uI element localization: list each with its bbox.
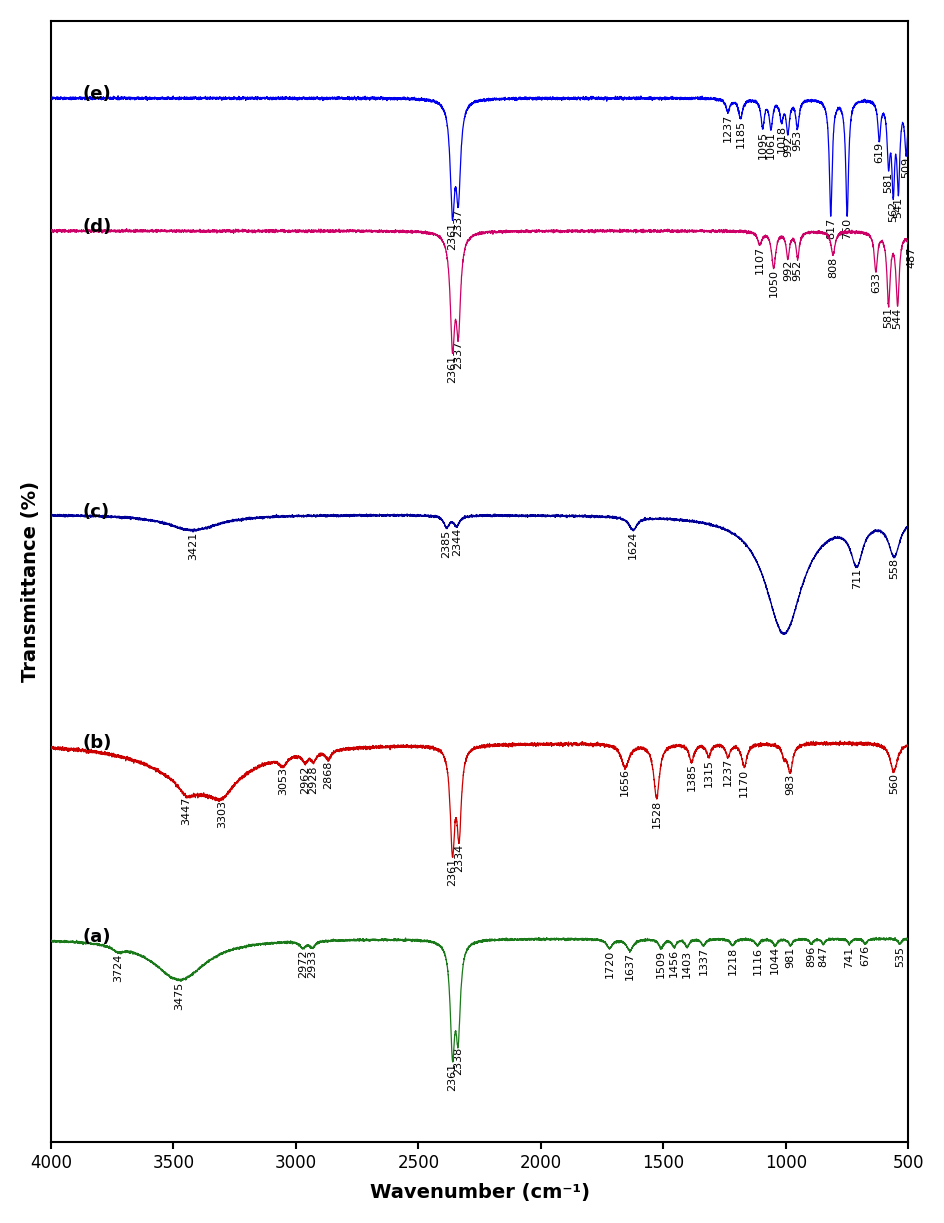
Text: 1237: 1237 xyxy=(722,114,733,142)
Text: (d): (d) xyxy=(83,218,112,236)
Text: (e): (e) xyxy=(83,86,111,103)
Text: 2338: 2338 xyxy=(452,1047,463,1075)
Text: 992: 992 xyxy=(782,136,792,157)
Text: 2972: 2972 xyxy=(297,950,308,978)
Text: 992: 992 xyxy=(782,259,792,281)
Text: 2385: 2385 xyxy=(441,530,451,558)
Text: 896: 896 xyxy=(805,945,816,966)
Text: 1456: 1456 xyxy=(668,949,679,977)
Text: 2361: 2361 xyxy=(447,857,457,885)
Text: 1720: 1720 xyxy=(604,950,614,978)
Text: 750: 750 xyxy=(841,218,851,238)
Text: 1528: 1528 xyxy=(650,800,661,828)
Text: 633: 633 xyxy=(870,273,880,294)
Text: 1185: 1185 xyxy=(734,120,745,148)
Text: 952: 952 xyxy=(792,259,801,281)
Text: 2361: 2361 xyxy=(447,355,457,383)
Text: 1170: 1170 xyxy=(738,768,749,796)
Text: 2928: 2928 xyxy=(309,766,318,794)
Text: 562: 562 xyxy=(887,201,898,221)
Text: 3053: 3053 xyxy=(278,767,288,795)
Text: 1095: 1095 xyxy=(757,131,767,159)
Text: 953: 953 xyxy=(792,130,801,152)
Text: 1385: 1385 xyxy=(686,763,696,791)
Text: 817: 817 xyxy=(825,218,834,238)
Text: 1237: 1237 xyxy=(722,758,733,786)
Text: 676: 676 xyxy=(859,944,869,966)
Text: 2337: 2337 xyxy=(453,341,463,369)
Text: 3475: 3475 xyxy=(175,982,184,1010)
Text: 1656: 1656 xyxy=(619,768,630,796)
Text: 2933: 2933 xyxy=(307,949,317,978)
Text: 1044: 1044 xyxy=(769,947,780,975)
Text: 1061: 1061 xyxy=(766,131,775,159)
Text: 581: 581 xyxy=(883,172,893,193)
Text: 1315: 1315 xyxy=(703,758,713,786)
X-axis label: Wavenumber (cm⁻¹): Wavenumber (cm⁻¹) xyxy=(369,1183,589,1202)
Text: 535: 535 xyxy=(894,945,904,966)
Text: 2962: 2962 xyxy=(300,766,310,794)
Text: 2344: 2344 xyxy=(451,527,462,555)
Text: 1018: 1018 xyxy=(776,125,785,153)
Text: 487: 487 xyxy=(905,247,916,268)
Text: 3724: 3724 xyxy=(113,953,124,982)
Text: 1116: 1116 xyxy=(751,947,762,975)
Text: 1050: 1050 xyxy=(767,269,778,297)
Text: 1509: 1509 xyxy=(655,949,666,977)
Text: 2361: 2361 xyxy=(447,1063,457,1091)
Text: 3421: 3421 xyxy=(188,532,197,560)
Text: 544: 544 xyxy=(892,307,902,329)
Text: 1403: 1403 xyxy=(682,949,691,977)
Text: 558: 558 xyxy=(888,558,899,578)
Text: 1624: 1624 xyxy=(628,531,637,559)
Text: (a): (a) xyxy=(83,928,111,947)
Text: 1637: 1637 xyxy=(624,951,634,980)
Text: 619: 619 xyxy=(873,142,884,164)
Text: 1337: 1337 xyxy=(698,947,708,975)
Text: (c): (c) xyxy=(83,503,110,521)
Text: 509: 509 xyxy=(901,158,910,179)
Text: 581: 581 xyxy=(883,307,893,328)
Text: 3447: 3447 xyxy=(181,797,192,826)
Y-axis label: Transmittance (%): Transmittance (%) xyxy=(21,481,40,682)
Text: 541: 541 xyxy=(892,197,902,218)
Text: 741: 741 xyxy=(844,947,853,967)
Text: 3303: 3303 xyxy=(216,800,227,828)
Text: 2868: 2868 xyxy=(323,761,333,789)
Text: 847: 847 xyxy=(818,945,828,967)
Text: 983: 983 xyxy=(784,774,794,795)
Text: 2361: 2361 xyxy=(447,221,457,249)
Text: 560: 560 xyxy=(887,773,898,795)
Text: 2337: 2337 xyxy=(453,209,463,237)
Text: 808: 808 xyxy=(827,257,837,278)
Text: (b): (b) xyxy=(83,734,112,752)
Text: 2334: 2334 xyxy=(454,844,464,872)
Text: 1218: 1218 xyxy=(727,947,736,975)
Text: 711: 711 xyxy=(851,569,861,589)
Text: 1107: 1107 xyxy=(754,246,764,274)
Text: 981: 981 xyxy=(784,947,795,967)
